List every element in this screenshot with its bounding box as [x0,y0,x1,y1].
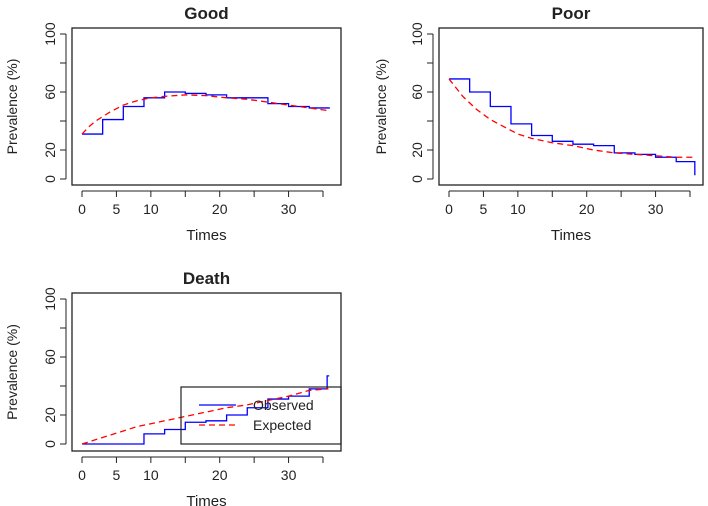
x-tick-label: 5 [480,201,488,217]
y-tick-label: 60 [42,84,58,100]
plot-frame [71,292,342,452]
x-tick-label: 20 [579,201,595,217]
y-tick-label: 20 [42,407,58,423]
y-axis-label: Prevalence (%) [4,59,20,155]
x-tick-label: 30 [281,201,297,217]
y-tick-label: 100 [409,22,425,46]
panel-death: Death 0 5 10 20 30 Times 0 20 60 100 Prevalence (%)… [4,269,342,506]
x-axis-label: Times [551,227,591,244]
y-tick-label: 60 [409,84,425,100]
x-tick-label: 5 [113,201,121,217]
y-tick-label: 60 [42,349,58,365]
series-line-observed [82,91,330,135]
x-tick-label: 30 [281,467,297,483]
y-tick-label: 100 [42,287,58,311]
y-tick-label: 0 [42,175,58,183]
series-line-observed [82,375,330,445]
x-tick-label: 10 [143,467,159,483]
x-axis-label: Times [186,493,226,506]
legend-label-expected: Expected [253,417,311,433]
series-line-observed [449,78,696,176]
y-tick-label: 0 [42,440,58,448]
chart-title: Good [184,4,228,23]
x-tick-label: 5 [113,467,121,483]
series-line-expected [81,388,329,445]
legend-label-observed: Observed [253,397,314,413]
y-tick-label: 0 [409,175,425,183]
chart-title: Poor [552,4,591,23]
chart-title: Death [183,269,230,288]
x-tick-label: 10 [143,201,159,217]
plot-frame [71,27,342,186]
x-tick-label: 20 [212,467,228,483]
panel-poor: Poor 0 5 10 20 30 Times 0 20 60 100 Prevalence (%) [373,4,704,244]
legend: Observed Expected [180,386,342,445]
panel-good: Good 0 5 10 20 30 Times 0 20 60 100 Prevalence (%) [4,4,342,244]
x-tick-label: 20 [212,201,228,217]
x-tick-label: 30 [648,201,664,217]
x-axis-label: Times [186,227,226,244]
series-line-expected [448,78,696,158]
x-tick-label: 0 [78,201,86,217]
x-tick-label: 0 [78,467,86,483]
x-tick-label: 0 [445,201,453,217]
y-tick-label: 20 [42,142,58,158]
plot-frame [438,27,704,186]
y-axis-label: Prevalence (%) [373,59,389,155]
series-line-expected [81,94,330,135]
y-tick-label: 20 [409,142,425,158]
legend-frame [180,386,342,445]
y-tick-label: 100 [42,22,58,46]
y-axis-label: Prevalence (%) [4,324,20,420]
x-tick-label: 10 [510,201,526,217]
